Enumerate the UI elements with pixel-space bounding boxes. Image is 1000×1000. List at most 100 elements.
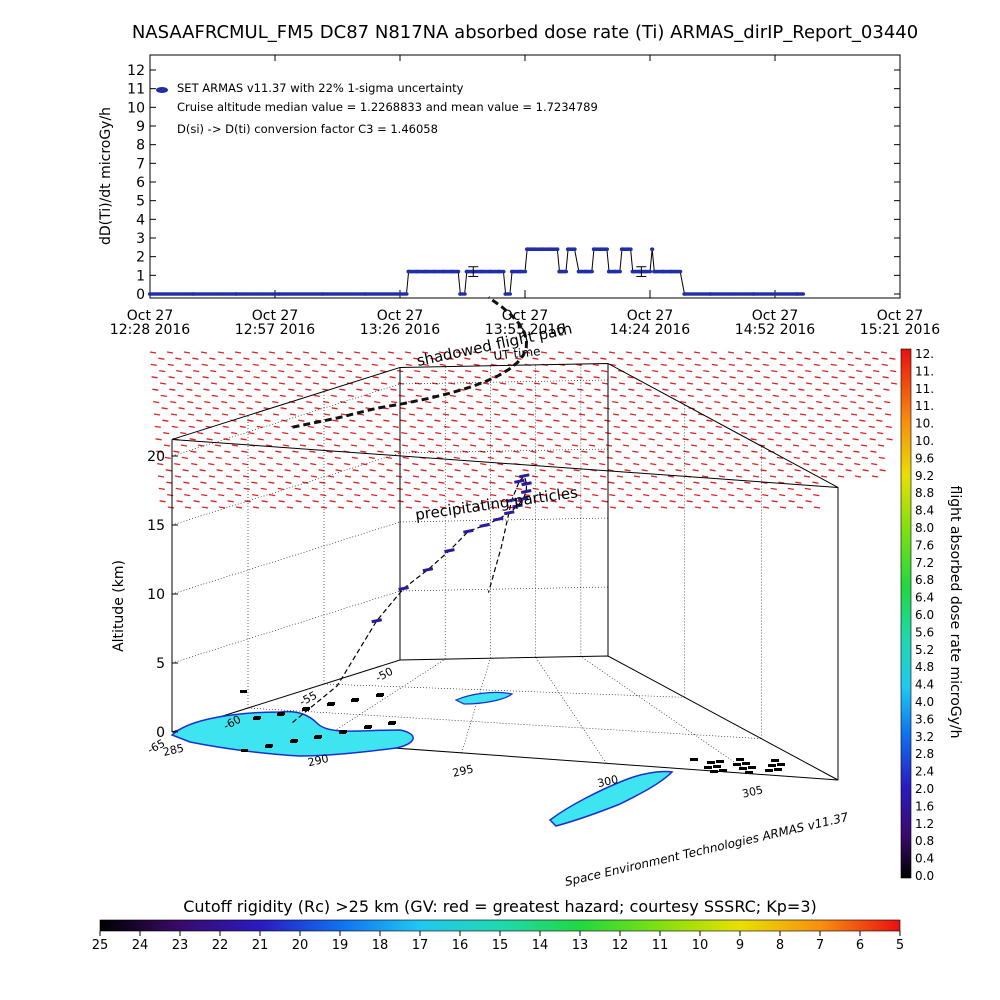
precipitation-dash <box>829 351 837 354</box>
precipitation-dash <box>865 376 872 379</box>
precipitation-dash <box>435 431 442 435</box>
precipitation-dash <box>517 394 524 398</box>
precipitation-dash <box>493 413 501 416</box>
shadow-mark <box>303 707 310 710</box>
precipitation-dash <box>404 481 411 484</box>
precipitation-dash <box>582 475 590 478</box>
wall-grid-line <box>399 586 609 592</box>
precipitation-dash <box>409 425 416 429</box>
precipitation-dash <box>289 413 297 416</box>
precipitation-dash <box>232 456 239 460</box>
precipitation-dash <box>558 506 566 509</box>
dose-colorbar-tick-label: 7.6 <box>915 538 934 552</box>
precipitation-dash <box>850 413 858 416</box>
precipitation-dash <box>693 351 701 354</box>
precipitation-dash <box>548 462 555 466</box>
precipitation-dash <box>184 493 191 497</box>
precipitation-dash <box>250 469 257 472</box>
precipitation-dash <box>221 413 229 416</box>
precipitation-dash <box>159 382 167 385</box>
precipitation-dash <box>806 394 813 398</box>
precipitation-dash <box>761 351 769 354</box>
precipitation-dash <box>152 388 159 391</box>
precipitation-dash <box>191 462 198 466</box>
precipitation-dash <box>434 419 441 422</box>
precipitation-dash <box>841 407 848 410</box>
precipitation-dash <box>502 419 509 422</box>
dose-colorbar-tick-label: 8.8 <box>915 486 934 500</box>
precipitation-dash <box>185 376 192 379</box>
precipitation-dash <box>163 431 170 435</box>
precipitation-dash <box>600 357 607 360</box>
precipitation-dash <box>591 481 598 484</box>
precipitation-dash <box>153 400 160 404</box>
precipitation-dash <box>680 413 688 416</box>
precipitation-dash <box>720 369 727 373</box>
precipitation-dash <box>353 351 361 354</box>
precipitation-dash <box>159 369 166 373</box>
precipitation-dash <box>328 357 335 360</box>
precipitation-dash <box>771 382 779 385</box>
precipitation-dash <box>663 413 671 416</box>
precipitation-dash <box>387 351 395 354</box>
precipitation-dash <box>218 493 225 497</box>
precipitation-dash <box>340 413 348 416</box>
precipitation-dash <box>677 363 684 367</box>
shadow-mark <box>365 725 372 728</box>
data-point <box>572 247 577 251</box>
precipitation-dash <box>393 438 400 441</box>
x-tick-label-time: 14:52 2016 <box>735 322 816 338</box>
y-tick-label: 5 <box>136 194 145 210</box>
precipitation-dash <box>744 481 751 484</box>
precipitation-dash <box>805 369 812 373</box>
precipitation-dash <box>274 438 281 441</box>
precipitation-dash <box>756 407 763 410</box>
dose-marker <box>479 522 490 528</box>
precipitation-dash <box>592 493 599 497</box>
precipitation-dash <box>487 456 494 460</box>
precipitation-dash <box>461 438 468 441</box>
precipitation-dash <box>335 469 342 472</box>
precipitation-dash <box>751 450 758 453</box>
precipitation-dash <box>209 487 216 491</box>
precipitation-dash <box>286 506 294 509</box>
precipitation-dash <box>305 388 312 391</box>
precipitation-dash <box>529 438 536 441</box>
legend-entry: Cruise altitude median value = 1.2268833… <box>177 100 598 114</box>
precipitation-dash <box>368 456 375 460</box>
precipitation-dash <box>272 413 280 416</box>
precipitation-dash <box>228 394 235 398</box>
x-tick-label-date: Oct 27 <box>127 308 173 324</box>
dose-colorbar-tick-label: 10. <box>915 434 934 448</box>
precipitation-dash <box>371 493 378 497</box>
precipitation-dash <box>363 382 371 385</box>
precipitation-dash <box>682 438 689 441</box>
precipitation-dash <box>327 475 335 478</box>
dose-colorbar: 0.0 0.4 0.8 1.2 1.6 2.0 2.4 2.8 3.2 3.6 4.0 4.4 4.8 5… <box>900 347 963 883</box>
precipitation-dash <box>158 357 165 360</box>
precipitation-dash <box>530 450 537 453</box>
precipitation-dash <box>252 506 260 509</box>
precipitation-dash <box>284 469 291 472</box>
precipitation-dash <box>515 487 522 491</box>
precipitation-dash <box>805 500 812 503</box>
precipitation-dash <box>807 407 814 410</box>
precipitation-dash <box>459 413 467 416</box>
precipitation-dash <box>405 506 413 509</box>
precipitation-dash <box>813 493 820 497</box>
precipitation-dash <box>537 431 544 435</box>
precipitation-dash <box>442 413 450 416</box>
precipitation-dash <box>331 407 338 410</box>
x-tick-label-time: 14:24 2016 <box>610 322 691 338</box>
precipitation-dash <box>693 481 700 484</box>
dose-marker <box>517 496 529 502</box>
precipitation-dash <box>858 407 865 410</box>
rigidity-tick-label: 18 <box>372 938 389 953</box>
data-point <box>613 269 618 274</box>
precipitation-dash <box>667 462 674 466</box>
precipitation-dash <box>601 382 609 385</box>
precipitation-dash <box>812 351 820 354</box>
precipitation-dash <box>489 481 496 484</box>
